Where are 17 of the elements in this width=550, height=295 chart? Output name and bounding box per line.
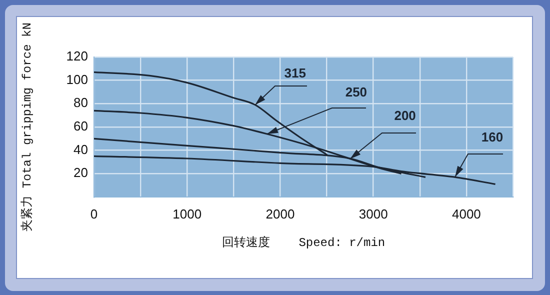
text: 315 xyxy=(284,65,306,80)
x-tick-label: 4000 xyxy=(452,206,481,222)
text: 200 xyxy=(394,108,416,124)
y-tick-label: 80 xyxy=(74,95,88,110)
x-axis-title: 回转速度 Speed: r/min xyxy=(222,234,386,250)
y-tick-label: 60 xyxy=(74,118,88,134)
y-tick-label: 40 xyxy=(74,142,88,157)
text: 160 xyxy=(481,130,504,145)
x-tick-label: 3000 xyxy=(358,206,388,222)
y-tick-label: 100 xyxy=(66,72,88,87)
x-tick-label: 2000 xyxy=(266,206,295,222)
y-tick-label: 20 xyxy=(74,165,88,180)
x-tick-label: 0 xyxy=(90,206,98,222)
y-axis-title: 夹紧力 Total grippimg force kN xyxy=(20,22,34,232)
x-tick-label: 1000 xyxy=(172,206,202,222)
y-tick-label: 120 xyxy=(66,48,88,64)
text: 250 xyxy=(345,84,368,100)
